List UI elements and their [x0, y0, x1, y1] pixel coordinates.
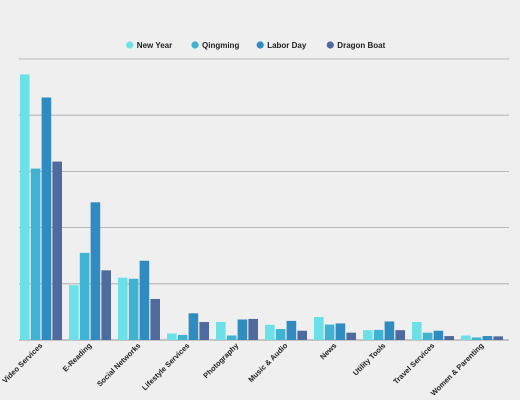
x-tick-label: Video Services — [0, 341, 44, 385]
x-tick-label: E-Reading — [61, 341, 94, 374]
bar-dragon-boat — [248, 318, 258, 340]
bar-qingming — [177, 334, 188, 340]
bar-labor-day — [188, 313, 199, 340]
bar-dragon-boat — [395, 330, 405, 340]
bar-new-year — [216, 322, 226, 340]
bar-qingming — [324, 324, 335, 340]
legend-label: New Year — [137, 41, 172, 50]
legend-marker — [191, 41, 199, 49]
legend-label: Labor Day — [267, 41, 307, 50]
bar-dragon-boat — [101, 270, 111, 340]
bar-qingming — [422, 332, 433, 340]
legend-label: Qingming — [202, 41, 239, 50]
bar-new-year — [69, 285, 79, 340]
bar-labor-day — [335, 323, 346, 340]
x-tick-label: Women & Parenting — [429, 341, 486, 398]
legend-marker — [326, 41, 334, 49]
bar-new-year — [20, 74, 30, 340]
bar-labor-day — [237, 319, 248, 340]
bar-dragon-boat — [297, 330, 307, 340]
x-tick-label: News — [318, 341, 338, 361]
legend-marker — [256, 41, 264, 49]
bar-qingming — [226, 335, 237, 340]
bar-qingming — [275, 329, 286, 340]
bar-new-year — [363, 330, 373, 340]
x-tick-label: Music & Audio — [246, 341, 289, 384]
legend-label: Dragon Boat — [337, 41, 385, 50]
bar-new-year — [412, 322, 422, 340]
bar-dragon-boat — [199, 322, 209, 340]
bar-labor-day — [384, 321, 395, 340]
bar-dragon-boat — [444, 336, 454, 340]
bar-qingming — [471, 337, 482, 340]
bar-labor-day — [139, 260, 150, 340]
bar-dragon-boat — [150, 298, 160, 340]
x-tick-label: Travel Services — [391, 341, 436, 386]
bar-labor-day — [433, 330, 444, 340]
bar-new-year — [265, 324, 275, 340]
bar-new-year — [167, 333, 177, 340]
bar-qingming — [373, 329, 384, 340]
bar-new-year — [461, 335, 471, 340]
bar-qingming — [79, 252, 90, 340]
bar-qingming — [30, 168, 41, 340]
x-tick-label: Lifestyle Services — [140, 341, 191, 392]
bar-new-year — [118, 277, 128, 340]
bar-dragon-boat — [346, 332, 356, 340]
x-tick-label: Social Networks — [95, 341, 142, 388]
bar-dragon-boat — [493, 336, 503, 340]
bar-labor-day — [90, 202, 101, 340]
x-tick-label: Utility Tools — [351, 341, 387, 377]
bar-dragon-boat — [52, 161, 62, 340]
bar-labor-day — [41, 97, 52, 340]
bar-qingming — [128, 278, 139, 340]
x-tick-label: Photography — [201, 340, 241, 380]
bar-labor-day — [286, 320, 297, 340]
bar-new-year — [314, 316, 324, 340]
bar-labor-day — [482, 336, 493, 340]
legend-marker — [126, 41, 134, 49]
